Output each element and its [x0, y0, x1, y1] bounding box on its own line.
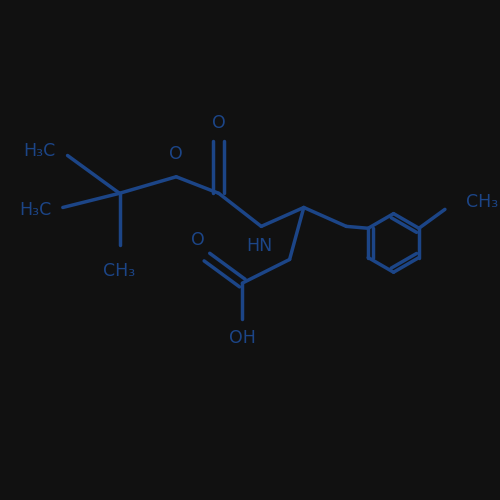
Text: HN: HN	[246, 237, 272, 255]
Text: H₃C: H₃C	[24, 142, 56, 160]
Text: O: O	[170, 144, 183, 162]
Text: H₃C: H₃C	[19, 201, 51, 219]
Text: O: O	[190, 230, 204, 248]
Text: O: O	[212, 114, 226, 132]
Text: OH: OH	[229, 329, 256, 347]
Text: CH₃: CH₃	[104, 262, 136, 280]
Text: CH₃: CH₃	[466, 194, 498, 212]
